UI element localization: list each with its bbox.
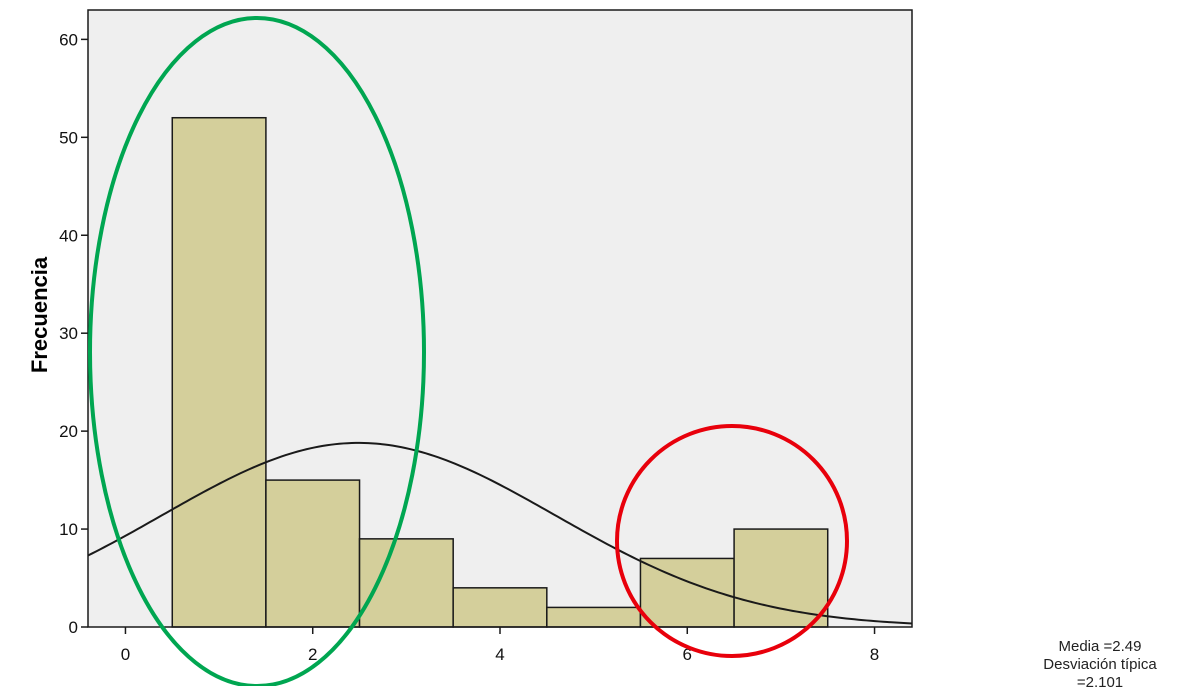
- histogram-bar-2: [265, 479, 361, 628]
- y-tick-label: 60: [59, 30, 78, 49]
- x-tick-label: 6: [683, 645, 692, 664]
- bars-group: [171, 116, 829, 628]
- red-highlight-circle: [615, 424, 849, 658]
- histogram-bar-4: [452, 587, 548, 628]
- y-tick-label: 0: [69, 618, 78, 637]
- histogram-bar-3: [358, 538, 454, 628]
- x-axis: 0 2 4 6 8: [121, 627, 879, 664]
- y-tick-label: 40: [59, 226, 78, 245]
- histogram-bar-5: [546, 606, 642, 628]
- green-highlight-ellipse: [88, 16, 426, 686]
- sd-label: Desviación típica =2.101: [1043, 656, 1157, 691]
- x-tick-label: 2: [308, 645, 317, 664]
- y-tick-label: 30: [59, 324, 78, 343]
- y-tick-label: 10: [59, 520, 78, 539]
- y-tick-label: 20: [59, 422, 78, 441]
- histogram-bar-7: [733, 528, 829, 628]
- y-axis: 0 10 20 30 40 50 60: [59, 30, 88, 637]
- histogram-bar-1: [171, 116, 267, 628]
- mean-label: Media =2.49: [1058, 638, 1142, 655]
- x-tick-label: 4: [495, 645, 504, 664]
- x-tick-label: 8: [870, 645, 879, 664]
- y-axis-label: Frecuencia: [27, 256, 52, 373]
- x-tick-label: 0: [121, 645, 130, 664]
- y-tick-label: 50: [59, 128, 78, 147]
- normal-curve: [87, 441, 913, 625]
- stats-box: Media =2.49 Desviación típica =2.101: [1020, 638, 1180, 692]
